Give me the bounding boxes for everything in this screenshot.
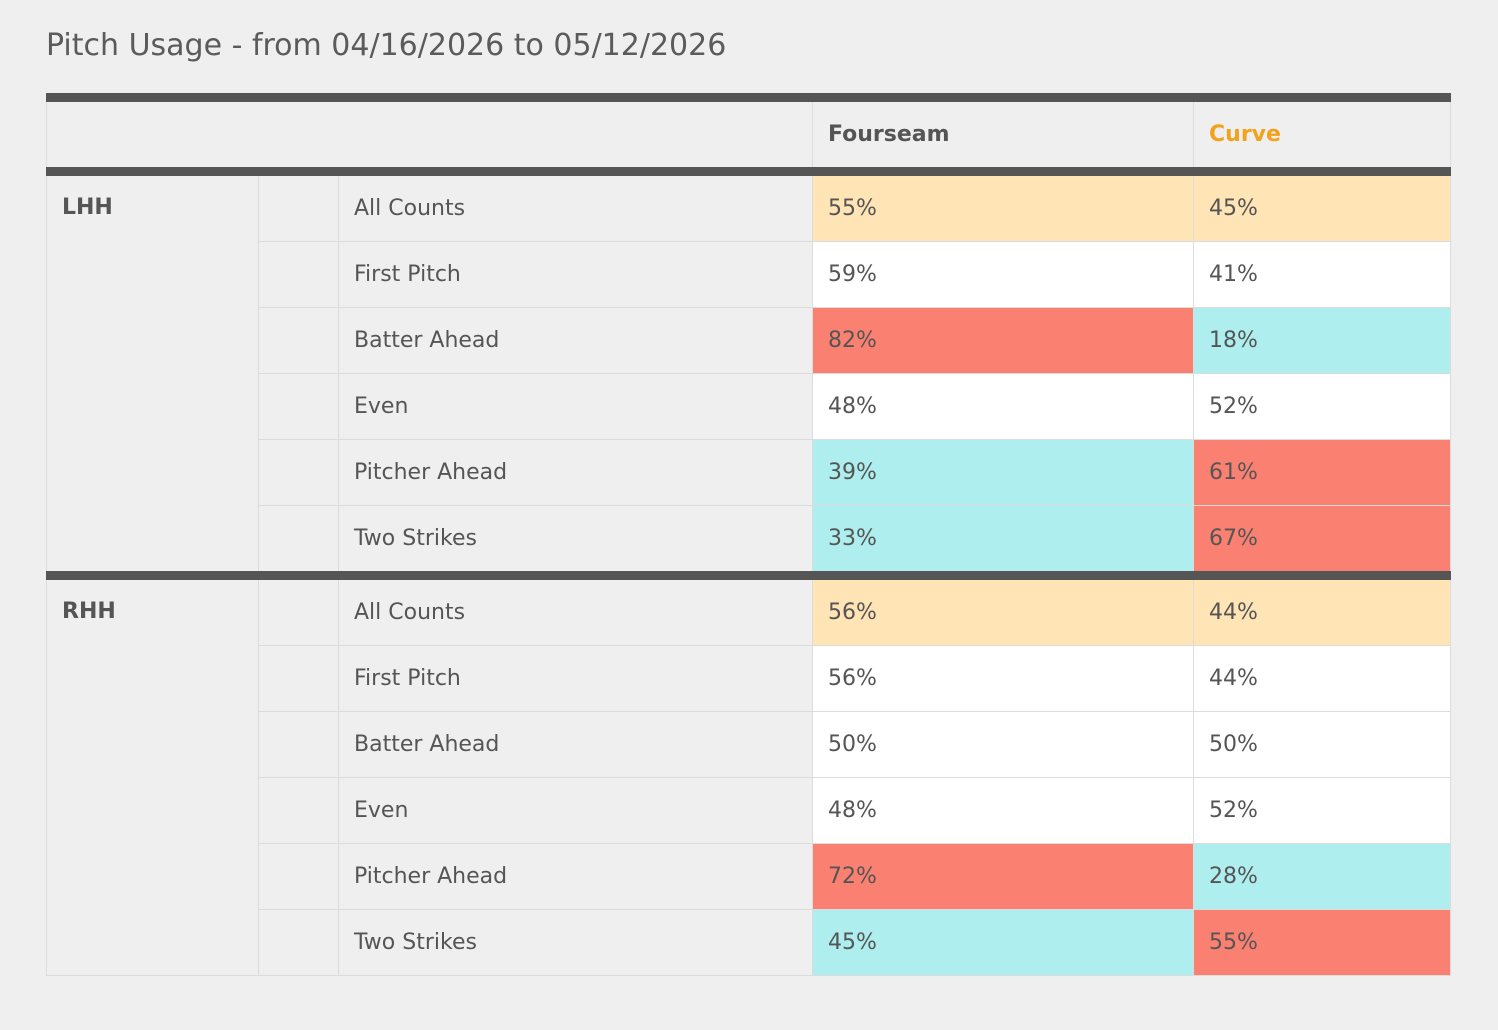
spacer-cell xyxy=(258,777,339,844)
curve-usage-cell: 28% xyxy=(1193,843,1452,910)
fourseam-usage-cell: 48% xyxy=(812,777,1195,844)
fourseam-usage-cell: 56% xyxy=(812,571,1195,646)
fourseam-usage-cell: 82% xyxy=(812,307,1195,374)
fourseam-usage-cell: 45% xyxy=(812,909,1195,976)
count-label: Batter Ahead xyxy=(337,307,814,374)
curve-usage-cell: 55% xyxy=(1193,909,1452,976)
count-label: All Counts xyxy=(337,571,814,646)
curve-usage-cell: 50% xyxy=(1193,711,1452,778)
table-row: Batter Ahead 50% 50% xyxy=(47,711,1452,778)
fourseam-usage-cell: 72% xyxy=(812,843,1195,910)
fourseam-usage-cell: 59% xyxy=(812,241,1195,308)
curve-usage-cell: 67% xyxy=(1193,505,1452,576)
table-row: Pitcher Ahead 72% 28% xyxy=(47,843,1452,910)
count-label: Even xyxy=(337,373,814,440)
table-row: First Pitch 59% 41% xyxy=(47,241,1452,308)
curve-usage-cell: 41% xyxy=(1193,241,1452,308)
fourseam-usage-cell: 39% xyxy=(812,439,1195,506)
table-row: Even 48% 52% xyxy=(47,777,1452,844)
header-row: Fourseam Curve xyxy=(45,97,1452,176)
spacer-cell xyxy=(258,439,339,506)
curve-usage-cell: 61% xyxy=(1193,439,1452,506)
column-header-curve[interactable]: Curve xyxy=(1193,97,1452,176)
table-row: Two Strikes 33% 67% xyxy=(47,505,1452,576)
pitch-usage-table: Fourseam Curve LHH All Counts 55% 45% First … xyxy=(45,93,1452,976)
count-label: Pitcher Ahead xyxy=(337,439,814,506)
table-row: Batter Ahead 82% 18% xyxy=(47,307,1452,374)
count-label: Pitcher Ahead xyxy=(337,843,814,910)
fourseam-usage-cell: 50% xyxy=(812,711,1195,778)
curve-usage-cell: 44% xyxy=(1193,645,1452,712)
spacer-cell xyxy=(258,505,339,576)
curve-usage-cell: 52% xyxy=(1193,777,1452,844)
spacer-cell xyxy=(258,711,339,778)
spacer-cell xyxy=(258,909,339,976)
page-title: Pitch Usage - from 04/16/2026 to 05/12/2… xyxy=(46,28,727,63)
table-group-lhh: LHH All Counts 55% 45% First Pitch 59% 41% Batt… xyxy=(46,171,1452,576)
table-row: Even 48% 52% xyxy=(47,373,1452,440)
count-label: All Counts xyxy=(337,171,814,242)
curve-usage-cell: 45% xyxy=(1193,171,1452,242)
curve-usage-cell: 52% xyxy=(1193,373,1452,440)
column-header-fourseam[interactable]: Fourseam xyxy=(812,97,1195,176)
spacer-cell xyxy=(258,171,339,242)
spacer-cell xyxy=(258,241,339,308)
fourseam-usage-cell: 55% xyxy=(812,171,1195,242)
header-blank xyxy=(45,97,814,176)
batter-hand-label: LHH xyxy=(46,171,259,576)
count-label: First Pitch xyxy=(337,645,814,712)
table-row: Two Strikes 45% 55% xyxy=(47,909,1452,976)
table-group-rhh: RHH All Counts 56% 44% First Pitch 56% 44% Batt… xyxy=(46,571,1452,976)
curve-usage-cell: 18% xyxy=(1193,307,1452,374)
count-label: Even xyxy=(337,777,814,844)
count-label: First Pitch xyxy=(337,241,814,308)
count-label: Two Strikes xyxy=(337,909,814,976)
count-label: Two Strikes xyxy=(337,505,814,576)
batter-hand-label: RHH xyxy=(46,571,259,976)
spacer-cell xyxy=(258,307,339,374)
fourseam-usage-cell: 48% xyxy=(812,373,1195,440)
table-row: First Pitch 56% 44% xyxy=(47,645,1452,712)
table-row: Pitcher Ahead 39% 61% xyxy=(47,439,1452,506)
spacer-cell xyxy=(258,843,339,910)
count-label: Batter Ahead xyxy=(337,711,814,778)
spacer-cell xyxy=(258,373,339,440)
table-row: LHH All Counts 55% 45% xyxy=(46,171,1452,576)
fourseam-usage-cell: 33% xyxy=(812,505,1195,576)
spacer-cell xyxy=(258,571,339,646)
spacer-cell xyxy=(258,645,339,712)
table-row: RHH All Counts 56% 44% xyxy=(46,571,1452,976)
fourseam-usage-cell: 56% xyxy=(812,645,1195,712)
curve-usage-cell: 44% xyxy=(1193,571,1452,646)
